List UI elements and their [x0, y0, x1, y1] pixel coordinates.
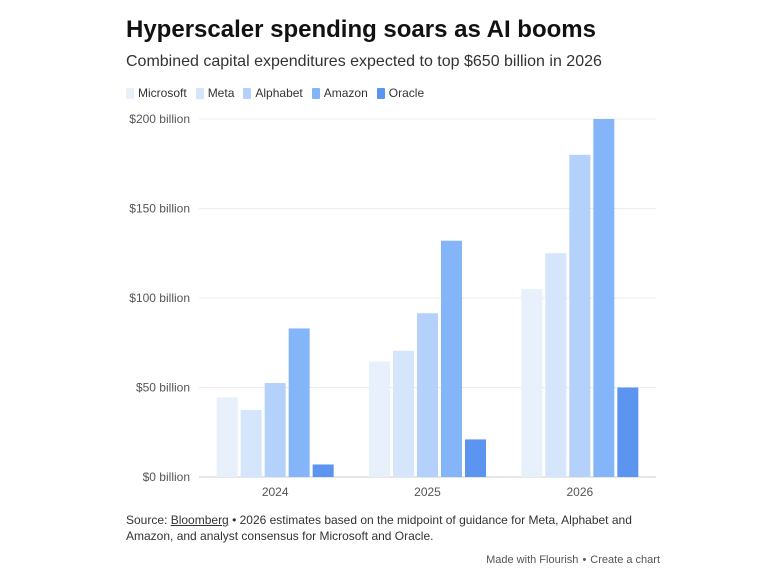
x-tick-label: 2025 — [414, 485, 441, 499]
bar-meta-2025 — [393, 350, 414, 477]
bar-chart: $0 billion $50 billion $100 billion $150 bi… — [129, 112, 656, 499]
legend-item-microsoft[interactable]: Microsoft — [126, 86, 187, 100]
made-with-flourish-link[interactable]: Made with Flourish — [486, 554, 579, 566]
legend-label: Meta — [207, 86, 235, 100]
bar-microsoft-2026 — [521, 289, 543, 477]
legend-label: Alphabet — [255, 86, 303, 100]
source-note: Source: Bloomberg • 2026 estimates based… — [126, 512, 666, 544]
y-tick-label: $50 billion — [136, 381, 190, 395]
footer: Made with Flourish • Create a chart — [486, 554, 660, 566]
bar-alphabet-2024 — [264, 383, 286, 477]
chart-subtitle: Combined capital expenditures expected t… — [126, 53, 602, 70]
source-text: • 2026 estimates based on the midpoint o… — [126, 513, 632, 543]
y-tick-label: $200 billion — [129, 112, 190, 126]
legend-label: Oracle — [388, 86, 425, 100]
bar-amazon-2026 — [593, 119, 615, 477]
bar-meta-2024 — [240, 409, 262, 477]
bar-microsoft-2024 — [216, 397, 238, 477]
bar-oracle-2026 — [617, 387, 639, 477]
source-link[interactable]: Bloomberg — [170, 513, 229, 527]
y-tick-label: $0 billion — [143, 470, 190, 484]
bar-amazon-2024 — [288, 328, 310, 477]
bar-alphabet-2026 — [569, 154, 591, 478]
source-prefix: Source: — [126, 513, 171, 527]
legend-swatch — [195, 87, 204, 99]
bar-alphabet-2025 — [417, 313, 438, 477]
bar-amazon-2025 — [441, 240, 462, 477]
footer-separator: • — [582, 554, 587, 566]
y-tick-label: $150 billion — [129, 202, 190, 216]
legend-item-oracle[interactable]: Oracle — [376, 86, 425, 100]
chart-legend: Microsoft Meta Alphabet Amazon Oracle — [126, 86, 424, 100]
bar-oracle-2024 — [312, 464, 334, 477]
legend-swatch — [311, 87, 320, 99]
legend-swatch — [243, 87, 252, 99]
legend-label: Amazon — [323, 86, 368, 100]
legend-item-alphabet[interactable]: Alphabet — [243, 86, 303, 100]
legend-item-meta[interactable]: Meta — [195, 86, 235, 100]
legend-label: Microsoft — [138, 86, 187, 100]
bar-meta-2026 — [545, 253, 567, 477]
bar-oracle-2025 — [465, 439, 486, 477]
bar-microsoft-2025 — [369, 361, 390, 477]
x-tick-label: 2026 — [566, 485, 593, 499]
legend-item-amazon[interactable]: Amazon — [311, 86, 368, 100]
legend-swatch — [376, 87, 385, 99]
create-chart-link[interactable]: Create a chart — [590, 554, 660, 566]
x-tick-label: 2024 — [262, 485, 289, 499]
chart-title: Hyperscaler spending soars as AI booms — [126, 16, 596, 43]
legend-swatch — [126, 87, 134, 99]
y-tick-label: $100 billion — [129, 291, 190, 305]
